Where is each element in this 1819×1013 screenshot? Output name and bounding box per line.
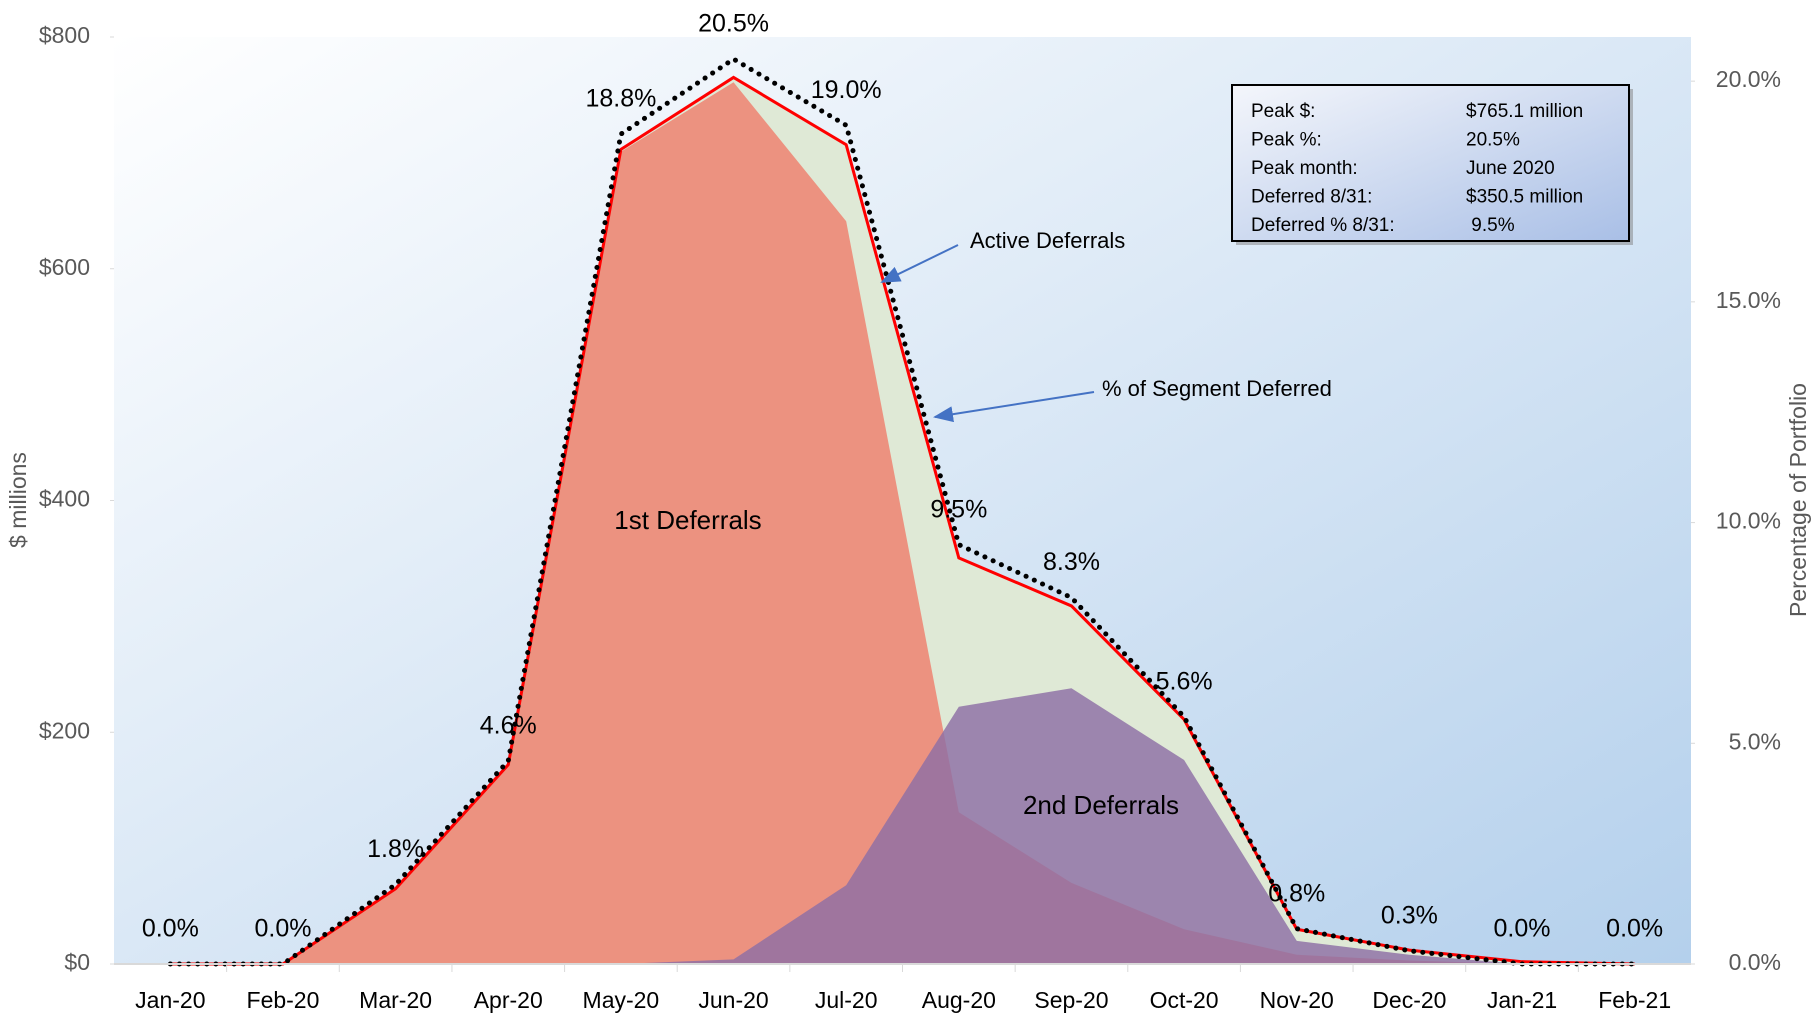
- annotation-arrow: [933, 391, 1095, 423]
- x-tick-label: Aug-20: [922, 987, 996, 1013]
- data-label: 0.0%: [1494, 915, 1551, 943]
- data-label: 1.8%: [367, 835, 424, 863]
- y-tick-label: $600: [39, 254, 90, 280]
- area-label: 2nd Deferrals: [1023, 790, 1179, 820]
- area: [170, 688, 1635, 964]
- info-box: [1231, 84, 1630, 242]
- data-label: 4.6%: [480, 712, 537, 740]
- area-label: 1st Deferrals: [614, 505, 761, 535]
- info-value: 20.5%: [1466, 130, 1520, 151]
- y2-tick-label: 15.0%: [1716, 287, 1781, 313]
- y-tick-label: $800: [39, 22, 90, 48]
- x-tick-label: Oct-20: [1150, 987, 1219, 1013]
- y2-tick-label: 0.0%: [1729, 949, 1781, 975]
- y-tick-label: $0: [64, 949, 90, 975]
- x-tick-label: Feb-20: [247, 987, 320, 1013]
- annotation-arrow: [880, 244, 959, 283]
- info-value: $765.1 million: [1466, 101, 1583, 122]
- data-label: 18.8%: [585, 85, 656, 113]
- x-tick-label: Apr-20: [474, 987, 543, 1013]
- annotation: Active Deferrals: [970, 228, 1125, 253]
- dotted-line: [167, 56, 1638, 967]
- area: [170, 82, 1635, 964]
- x-tick-label: Mar-20: [359, 987, 432, 1013]
- data-label: 8.3%: [1043, 548, 1100, 576]
- x-tick-label: Jul-20: [815, 987, 878, 1013]
- data-label: 19.0%: [811, 76, 882, 104]
- info-label: Deferred 8/31:: [1251, 187, 1372, 208]
- x-tick-label: Jan-21: [1487, 987, 1557, 1013]
- annotation: % of Segment Deferred: [1102, 376, 1332, 401]
- x-tick-label: Sep-20: [1034, 987, 1108, 1013]
- x-tick-label: Feb-21: [1598, 987, 1671, 1013]
- info-label: Peak month:: [1251, 158, 1358, 179]
- data-label: 0.3%: [1381, 901, 1438, 929]
- data-label: 9.5%: [930, 495, 987, 523]
- x-tick-label: May-20: [583, 987, 660, 1013]
- line: [170, 75, 1635, 966]
- data-label: 20.5%: [698, 10, 769, 38]
- x-tick-label: Dec-20: [1372, 987, 1446, 1013]
- y2-tick-label: 10.0%: [1716, 508, 1781, 534]
- info-label: Peak %:: [1251, 130, 1322, 151]
- info-value: 9.5%: [1466, 215, 1515, 236]
- y-tick-label: $400: [39, 486, 90, 512]
- y-axis-label: $ millions: [5, 452, 31, 548]
- y2-tick-label: 20.0%: [1716, 66, 1781, 92]
- x-tick-label: Jun-20: [698, 987, 768, 1013]
- info-value: June 2020: [1466, 158, 1555, 179]
- x-tick-label: Nov-20: [1260, 987, 1334, 1013]
- info-label: Deferred % 8/31:: [1251, 215, 1395, 236]
- y-tick-label: $200: [39, 717, 90, 743]
- data-label: 5.6%: [1156, 667, 1213, 695]
- data-label: 0.0%: [254, 915, 311, 943]
- data-label: 0.0%: [1606, 915, 1663, 943]
- data-label: 0.8%: [1268, 879, 1325, 907]
- info-value: $350.5 million: [1466, 187, 1583, 208]
- y2-tick-label: 5.0%: [1729, 728, 1781, 754]
- y2-axis-label: Percentage of Portfolio: [1785, 383, 1811, 617]
- info-label: Peak $:: [1251, 101, 1315, 122]
- data-label: 0.0%: [142, 915, 199, 943]
- x-tick-label: Jan-20: [135, 987, 205, 1013]
